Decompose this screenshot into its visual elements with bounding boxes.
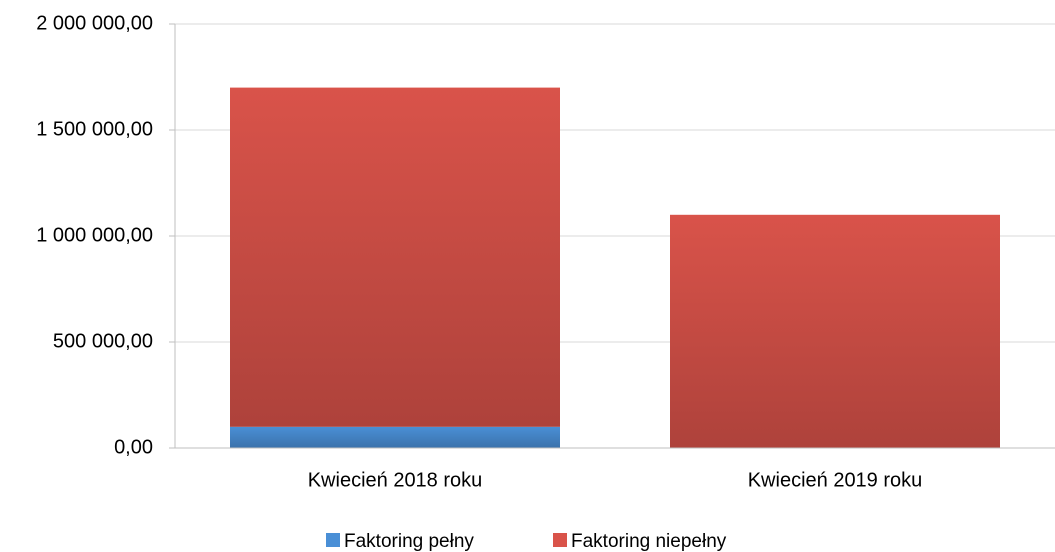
x-tick-label: Kwiecień 2018 roku [308, 469, 483, 491]
legend-label: Faktoring niepełny [571, 531, 727, 552]
legend-swatch [326, 533, 340, 547]
legend: Faktoring pełny Faktoring niepełny [326, 531, 727, 552]
legend-swatch [553, 533, 567, 547]
y-tick-label: 1 000 000,00 [36, 224, 153, 246]
y-tick-label: 1 500 000,00 [36, 118, 153, 140]
y-tick-label: 0,00 [114, 436, 153, 458]
x-tick-label: Kwiecień 2019 roku [748, 469, 923, 491]
y-tick-label: 500 000,00 [53, 330, 153, 352]
bar-segment [670, 214, 1000, 448]
bar-segment [230, 426, 560, 448]
y-tick-label: 2 000 000,00 [36, 12, 153, 34]
legend-label: Faktoring pełny [344, 531, 474, 552]
bar-segment [230, 87, 560, 427]
